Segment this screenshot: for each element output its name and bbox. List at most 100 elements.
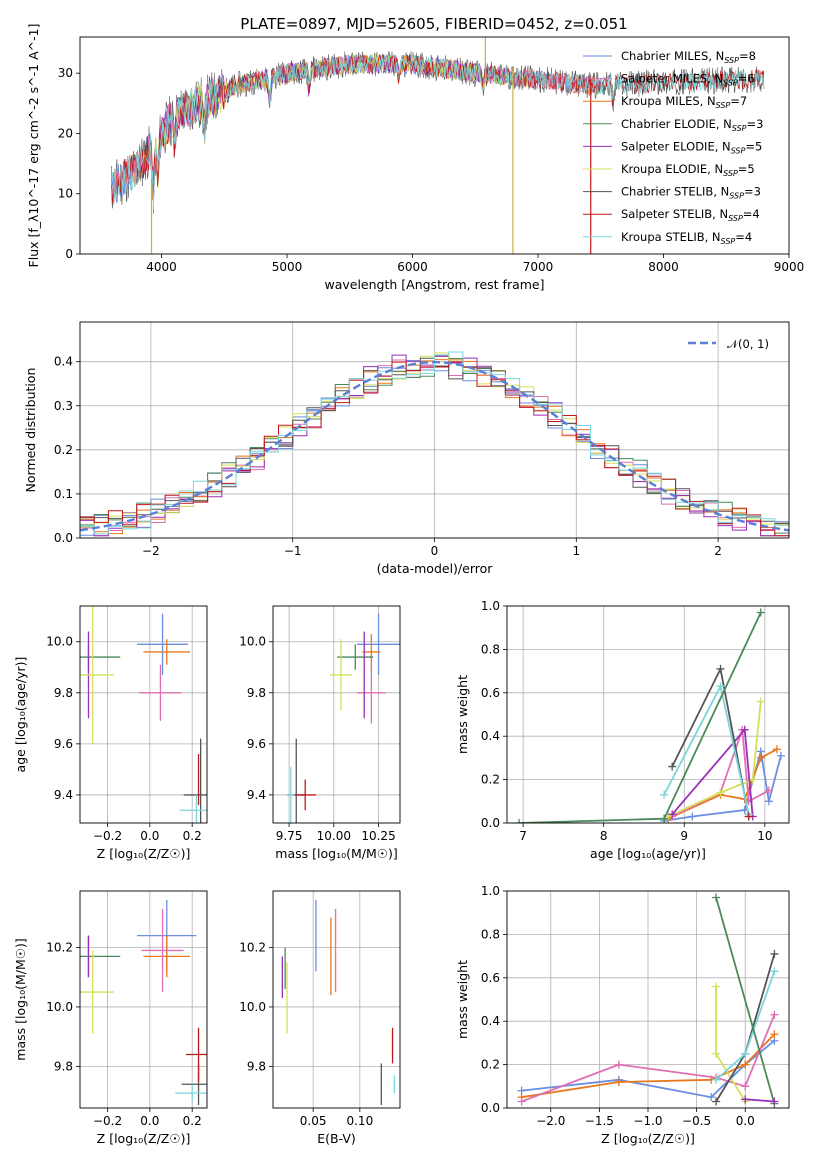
x-tick-label: −0.5: [682, 1114, 711, 1128]
legend-subscript: SSP: [731, 146, 746, 155]
mass-weight-marker: [764, 786, 773, 795]
x-tick-label: −2.0: [536, 1114, 565, 1128]
y-tick-label: 9.6: [247, 737, 266, 751]
error-bar-point: [179, 794, 207, 823]
y-axis-label: mass [log₁₀(M/M☉)]: [13, 938, 28, 1060]
legend-nssp: =4: [735, 230, 752, 244]
y-tick-label: 0.0: [481, 1101, 500, 1115]
y-tick-label: 9.8: [54, 1059, 73, 1073]
x-tick-label: 4000: [146, 260, 177, 274]
y-tick-label: 0.0: [481, 816, 500, 830]
mass-weight-marker: [764, 797, 773, 806]
mass-weight-marker: [660, 790, 669, 799]
x-tick-label: −2: [142, 544, 160, 558]
legend-label: Chabrier MILES, NSSP=8: [621, 49, 756, 65]
y-axis-label: Flux [f_λ10^-17 erg cm^-2 s^-1 A^-1]: [26, 24, 41, 268]
plot-residuals: −2 −1 0 1 2 0.0 0.1 0.2 0.3 0.4 (data-model)/error…: [23, 321, 790, 576]
y-tick-label: 9.6: [54, 737, 73, 751]
normal-reference-curve: [80, 360, 789, 532]
x-tick-label: −1: [284, 544, 302, 558]
mass-weight-marker: [740, 725, 749, 734]
y-tick-label: 0.1: [54, 487, 73, 501]
mass-weight-marker: [772, 745, 781, 754]
x-tick-label: 0.0: [140, 829, 159, 843]
y-tick-label: 10.0: [46, 635, 73, 649]
mass-weight-marker: [712, 1075, 721, 1084]
mass-weight-marker: [712, 982, 721, 991]
axes-frame: [272, 605, 401, 824]
y-tick-label: 0: [65, 247, 73, 261]
x-tick-label: 2: [714, 544, 722, 558]
x-tick-label: 0.2: [183, 829, 202, 843]
x-tick-label: 5000: [272, 260, 303, 274]
y-tick-label: 0.4: [481, 729, 500, 743]
axes-frame: [79, 36, 790, 255]
plot-area-spectrum: [111, 37, 765, 254]
y-tick-label: 9.8: [54, 686, 73, 700]
error-bar-point: [141, 908, 184, 993]
y-axis-label: mass weight: [455, 960, 470, 1039]
x-tick-label: 10: [757, 829, 772, 843]
x-tick-label: 10.25: [361, 829, 395, 843]
legend-subscript: SSP: [721, 237, 736, 246]
y-tick-label: 0.2: [481, 773, 500, 787]
legend-label: 𝒩(0, 1): [727, 337, 769, 351]
mass-weight-marker: [776, 751, 785, 760]
error-bar-point: [80, 950, 114, 1034]
y-tick-label: 10.0: [46, 1000, 73, 1014]
plot-mass-vs-Z: −0.2 0.0 0.2 9.8 10.0 10.2 Z [log₁₀(Z/Z☉)] mass…: [13, 890, 208, 1146]
y-tick-label: 0.0: [54, 531, 73, 545]
error-bar-point: [337, 644, 374, 670]
legend-subscript: SSP: [723, 79, 738, 88]
mass-weight-marker: [712, 1049, 721, 1058]
x-axis-label: mass [log₁₀(M/M☉)]: [275, 846, 397, 861]
plot-area-residuals: [80, 351, 789, 537]
y-axis-label: mass weight: [455, 675, 470, 754]
mass-weight-marker: [660, 814, 669, 823]
legend: 𝒩(0, 1): [688, 337, 769, 351]
x-tick-label: 10.00: [317, 829, 351, 843]
x-tick-label: 0.10: [346, 1114, 373, 1128]
mass-weight-marker: [716, 664, 725, 673]
spectrum-line: [111, 54, 601, 203]
x-tick-label: 8000: [648, 260, 679, 274]
axes-frame: [272, 890, 401, 1109]
mass-weight-marker: [756, 608, 765, 617]
axes-frame: [79, 605, 208, 824]
histogram-step: [80, 351, 789, 535]
plot-area-mass-vs-EBV: [281, 899, 396, 1106]
axes-frame: [506, 605, 790, 824]
mass-weight-line: [667, 701, 762, 818]
x-tick-label: 9.75: [276, 829, 303, 843]
mass-weight-marker: [712, 1097, 721, 1106]
legend-label: Chabrier ELODIE, NSSP=3: [621, 117, 763, 133]
x-tick-label: 9: [680, 829, 688, 843]
mass-weight-marker: [770, 1097, 779, 1106]
mass-weight-marker: [668, 762, 677, 771]
mass-weight-line: [745, 1098, 775, 1103]
y-tick-label: 9.4: [54, 788, 73, 802]
x-tick-label: 7: [519, 829, 527, 843]
mass-weight-marker: [741, 1049, 750, 1058]
error-bar-point: [143, 935, 191, 978]
plot-area-age-vs-mass: [287, 613, 400, 823]
legend-subscript: SSP: [724, 56, 739, 65]
legend-label: Salpeter STELIB, NSSP=4: [621, 207, 760, 223]
legend-nssp: =6: [738, 72, 755, 86]
x-tick-label: 7000: [523, 260, 554, 274]
legend-label: Kroupa MILES, NSSP=7: [621, 94, 747, 110]
plot-age-vs-Z: −0.2 0.0 0.2 9.4 9.6 9.8 10.0 Z [log₁₀(Z/Z☉)] ag…: [13, 605, 208, 861]
x-tick-label: 0.0: [140, 1114, 159, 1128]
y-tick-label: 10: [58, 187, 73, 201]
x-tick-label: −1.5: [585, 1114, 614, 1128]
mass-weight-marker: [756, 697, 765, 706]
x-tick-label: 0.2: [183, 1114, 202, 1128]
legend: Chabrier MILES, NSSP=8 Salpeter MILES, NS…: [583, 49, 763, 246]
error-bar-point: [80, 606, 114, 744]
y-tick-label: 0.6: [481, 971, 500, 985]
mass-weight-marker: [770, 1010, 779, 1019]
legend-nssp: =8: [739, 49, 756, 63]
y-axis-label: Normed distribution: [23, 368, 38, 493]
y-tick-label: 0.4: [481, 1014, 500, 1028]
y-tick-label: 0.4: [54, 355, 73, 369]
